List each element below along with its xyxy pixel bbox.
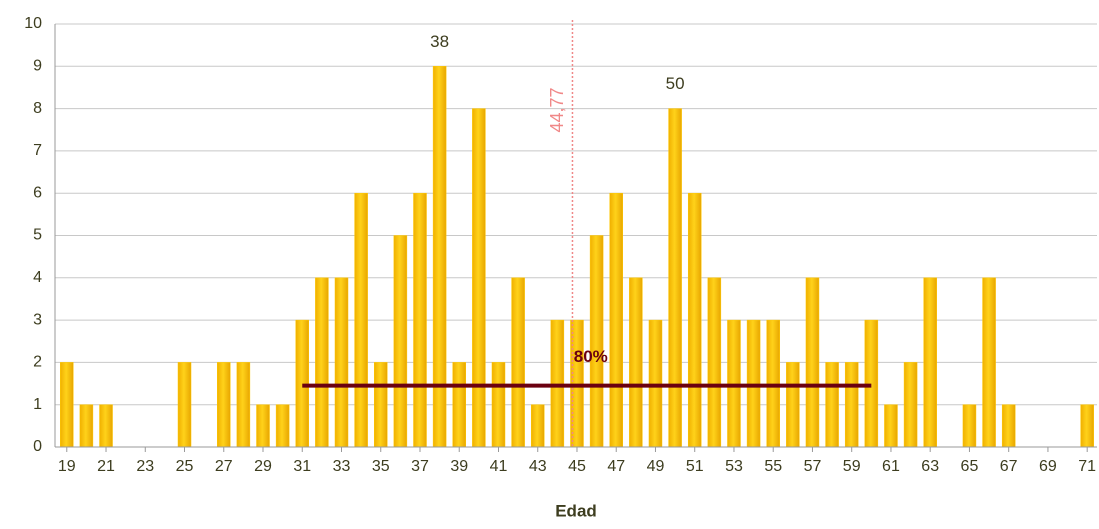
- bar: [315, 277, 329, 448]
- x-tick-label: 63: [921, 458, 939, 475]
- bar: [275, 404, 290, 448]
- x-tick-label: 55: [764, 458, 782, 475]
- bar: [1001, 404, 1016, 448]
- bar: [805, 277, 820, 448]
- x-tick-label: 67: [1000, 458, 1018, 475]
- bar: [609, 192, 623, 448]
- x-tick-label: 39: [450, 458, 468, 475]
- x-tick-label: 65: [961, 458, 979, 475]
- x-tick-label: 37: [411, 458, 429, 475]
- y-tick-label: 6: [33, 184, 42, 201]
- y-tick-label: 5: [33, 227, 42, 244]
- bar: [844, 362, 859, 448]
- bar: [668, 108, 682, 448]
- x-tick-label: 33: [333, 458, 351, 475]
- y-tick-label: 4: [33, 269, 42, 286]
- bar: [629, 277, 643, 448]
- bar: [60, 362, 74, 448]
- x-tick-label: 53: [725, 458, 743, 475]
- x-tick-label: 61: [882, 458, 900, 475]
- bar: [786, 362, 800, 448]
- bar: [79, 404, 94, 448]
- bar: [491, 362, 506, 448]
- y-tick-label: 8: [33, 100, 42, 117]
- bar: [432, 66, 447, 448]
- x-tick-label: 19: [58, 458, 76, 475]
- bar: [864, 319, 879, 448]
- x-tick-label: 57: [804, 458, 822, 475]
- bar: [825, 362, 839, 448]
- bar: [393, 235, 408, 448]
- bar: [923, 277, 937, 448]
- bar: [472, 108, 486, 448]
- bar: [746, 319, 761, 448]
- bar: [648, 319, 663, 448]
- bar: [727, 319, 741, 448]
- x-tick-label: 21: [97, 458, 115, 475]
- bar: [707, 277, 722, 448]
- y-tick-label: 1: [33, 396, 42, 413]
- y-tick-label: 7: [33, 142, 42, 159]
- bar: [99, 404, 113, 448]
- bar: [766, 319, 780, 448]
- mean-label: 44,77: [547, 87, 567, 132]
- bar: [1080, 404, 1094, 448]
- bar: [530, 404, 545, 448]
- bar: [217, 362, 231, 448]
- y-tick-label: 9: [33, 58, 42, 75]
- x-tick-label: 45: [568, 458, 586, 475]
- bar: [177, 362, 192, 448]
- bar: [452, 362, 466, 448]
- x-tick-label: 29: [254, 458, 272, 475]
- x-tick-label: 51: [686, 458, 704, 475]
- x-tick-label: 23: [136, 458, 154, 475]
- bar: [413, 192, 427, 448]
- y-tick-label: 0: [33, 438, 42, 455]
- bar: [589, 235, 604, 448]
- bar: [903, 362, 918, 448]
- x-tick-label: 47: [607, 458, 625, 475]
- bar: [354, 192, 368, 448]
- bar: [570, 319, 584, 448]
- x-tick-label: 71: [1078, 458, 1096, 475]
- x-tick-label: 69: [1039, 458, 1057, 475]
- bar: [373, 362, 388, 448]
- y-tick-label: 10: [24, 15, 42, 32]
- bar: [687, 192, 702, 448]
- bar: [982, 277, 996, 448]
- range-label: 80%: [574, 347, 608, 366]
- bar: [962, 404, 977, 448]
- bar: [511, 277, 525, 448]
- x-tick-label: 59: [843, 458, 861, 475]
- x-tick-label: 43: [529, 458, 547, 475]
- y-tick-label: 3: [33, 311, 42, 328]
- x-tick-label: 25: [176, 458, 194, 475]
- x-axis-label: Edad: [555, 501, 597, 520]
- annotation-label: 38: [430, 32, 449, 51]
- x-tick-label: 31: [293, 458, 311, 475]
- bar: [236, 362, 251, 448]
- x-tick-label: 35: [372, 458, 390, 475]
- bar: [295, 319, 310, 448]
- x-tick-label: 41: [490, 458, 508, 475]
- bar: [550, 319, 565, 448]
- annotation-label: 50: [666, 74, 685, 93]
- bar: [256, 404, 270, 448]
- y-tick-label: 2: [33, 354, 42, 371]
- x-tick-label: 27: [215, 458, 233, 475]
- bar: [884, 404, 898, 448]
- bar: [334, 277, 349, 448]
- x-tick-label: 49: [647, 458, 665, 475]
